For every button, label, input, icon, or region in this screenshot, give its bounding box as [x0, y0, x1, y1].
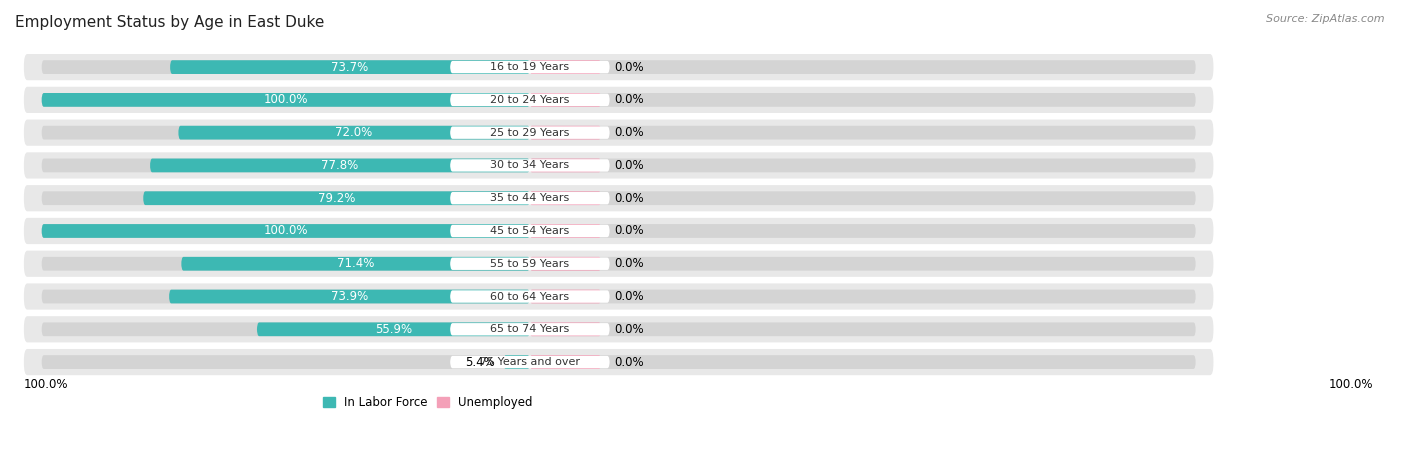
- FancyBboxPatch shape: [24, 218, 1213, 244]
- Text: 20 to 24 Years: 20 to 24 Years: [491, 95, 569, 105]
- FancyBboxPatch shape: [530, 290, 1195, 304]
- FancyBboxPatch shape: [530, 93, 600, 107]
- Text: 100.0%: 100.0%: [263, 225, 308, 238]
- FancyBboxPatch shape: [450, 290, 610, 303]
- FancyBboxPatch shape: [450, 225, 610, 237]
- FancyBboxPatch shape: [530, 126, 1195, 139]
- Text: 72.0%: 72.0%: [336, 126, 373, 139]
- Text: 73.9%: 73.9%: [330, 290, 368, 303]
- FancyBboxPatch shape: [450, 192, 610, 204]
- FancyBboxPatch shape: [181, 257, 530, 271]
- FancyBboxPatch shape: [42, 93, 530, 107]
- Text: 100.0%: 100.0%: [263, 93, 308, 106]
- Text: 60 to 64 Years: 60 to 64 Years: [491, 291, 569, 302]
- FancyBboxPatch shape: [24, 251, 1213, 277]
- Text: 16 to 19 Years: 16 to 19 Years: [491, 62, 569, 72]
- FancyBboxPatch shape: [42, 126, 530, 139]
- FancyBboxPatch shape: [450, 94, 610, 106]
- Text: 0.0%: 0.0%: [614, 192, 644, 205]
- FancyBboxPatch shape: [150, 159, 530, 172]
- Text: 0.0%: 0.0%: [614, 159, 644, 172]
- FancyBboxPatch shape: [450, 258, 610, 270]
- FancyBboxPatch shape: [530, 224, 1195, 238]
- FancyBboxPatch shape: [530, 159, 1195, 172]
- Text: 0.0%: 0.0%: [614, 60, 644, 74]
- FancyBboxPatch shape: [450, 126, 610, 139]
- Text: 0.0%: 0.0%: [614, 93, 644, 106]
- FancyBboxPatch shape: [42, 290, 530, 304]
- FancyBboxPatch shape: [257, 322, 530, 336]
- FancyBboxPatch shape: [450, 323, 610, 336]
- FancyBboxPatch shape: [42, 224, 530, 238]
- FancyBboxPatch shape: [530, 60, 1195, 74]
- Text: 0.0%: 0.0%: [614, 355, 644, 368]
- FancyBboxPatch shape: [530, 126, 600, 139]
- FancyBboxPatch shape: [530, 322, 1195, 336]
- Text: 79.2%: 79.2%: [318, 192, 356, 205]
- FancyBboxPatch shape: [24, 54, 1213, 80]
- FancyBboxPatch shape: [42, 60, 530, 74]
- Text: Employment Status by Age in East Duke: Employment Status by Age in East Duke: [15, 15, 325, 30]
- Text: 30 to 34 Years: 30 to 34 Years: [491, 161, 569, 170]
- Text: 55 to 59 Years: 55 to 59 Years: [491, 259, 569, 269]
- Text: 71.4%: 71.4%: [337, 257, 374, 270]
- FancyBboxPatch shape: [42, 159, 530, 172]
- Text: 100.0%: 100.0%: [24, 378, 69, 391]
- FancyBboxPatch shape: [530, 93, 1195, 107]
- FancyBboxPatch shape: [530, 322, 600, 336]
- Text: 65 to 74 Years: 65 to 74 Years: [491, 324, 569, 334]
- Text: 73.7%: 73.7%: [332, 60, 368, 74]
- FancyBboxPatch shape: [24, 349, 1213, 375]
- FancyBboxPatch shape: [450, 356, 610, 368]
- FancyBboxPatch shape: [24, 283, 1213, 310]
- FancyBboxPatch shape: [42, 191, 530, 205]
- Text: 0.0%: 0.0%: [614, 225, 644, 238]
- FancyBboxPatch shape: [450, 159, 610, 172]
- Text: 0.0%: 0.0%: [614, 257, 644, 270]
- FancyBboxPatch shape: [42, 224, 530, 238]
- FancyBboxPatch shape: [143, 191, 530, 205]
- FancyBboxPatch shape: [169, 290, 530, 304]
- FancyBboxPatch shape: [450, 61, 610, 74]
- Legend: In Labor Force, Unemployed: In Labor Force, Unemployed: [318, 391, 537, 414]
- Text: 0.0%: 0.0%: [614, 323, 644, 336]
- FancyBboxPatch shape: [42, 322, 530, 336]
- FancyBboxPatch shape: [42, 257, 530, 271]
- FancyBboxPatch shape: [42, 355, 530, 369]
- Text: 25 to 29 Years: 25 to 29 Years: [491, 128, 569, 138]
- FancyBboxPatch shape: [503, 355, 530, 369]
- FancyBboxPatch shape: [530, 355, 1195, 369]
- FancyBboxPatch shape: [24, 87, 1213, 113]
- Text: 75 Years and over: 75 Years and over: [479, 357, 579, 367]
- FancyBboxPatch shape: [530, 257, 1195, 271]
- Text: Source: ZipAtlas.com: Source: ZipAtlas.com: [1267, 14, 1385, 23]
- FancyBboxPatch shape: [530, 159, 600, 172]
- FancyBboxPatch shape: [530, 224, 600, 238]
- FancyBboxPatch shape: [530, 191, 600, 205]
- FancyBboxPatch shape: [179, 126, 530, 139]
- Text: 55.9%: 55.9%: [375, 323, 412, 336]
- Text: 5.4%: 5.4%: [465, 355, 495, 368]
- FancyBboxPatch shape: [530, 355, 600, 369]
- FancyBboxPatch shape: [24, 152, 1213, 179]
- FancyBboxPatch shape: [530, 290, 600, 304]
- FancyBboxPatch shape: [170, 60, 530, 74]
- FancyBboxPatch shape: [24, 316, 1213, 342]
- FancyBboxPatch shape: [24, 120, 1213, 146]
- FancyBboxPatch shape: [530, 191, 1195, 205]
- FancyBboxPatch shape: [42, 93, 530, 107]
- Text: 45 to 54 Years: 45 to 54 Years: [491, 226, 569, 236]
- FancyBboxPatch shape: [530, 257, 600, 271]
- FancyBboxPatch shape: [530, 60, 600, 74]
- Text: 35 to 44 Years: 35 to 44 Years: [491, 193, 569, 203]
- FancyBboxPatch shape: [24, 185, 1213, 212]
- Text: 100.0%: 100.0%: [1329, 378, 1374, 391]
- Text: 77.8%: 77.8%: [322, 159, 359, 172]
- Text: 0.0%: 0.0%: [614, 290, 644, 303]
- Text: 0.0%: 0.0%: [614, 126, 644, 139]
